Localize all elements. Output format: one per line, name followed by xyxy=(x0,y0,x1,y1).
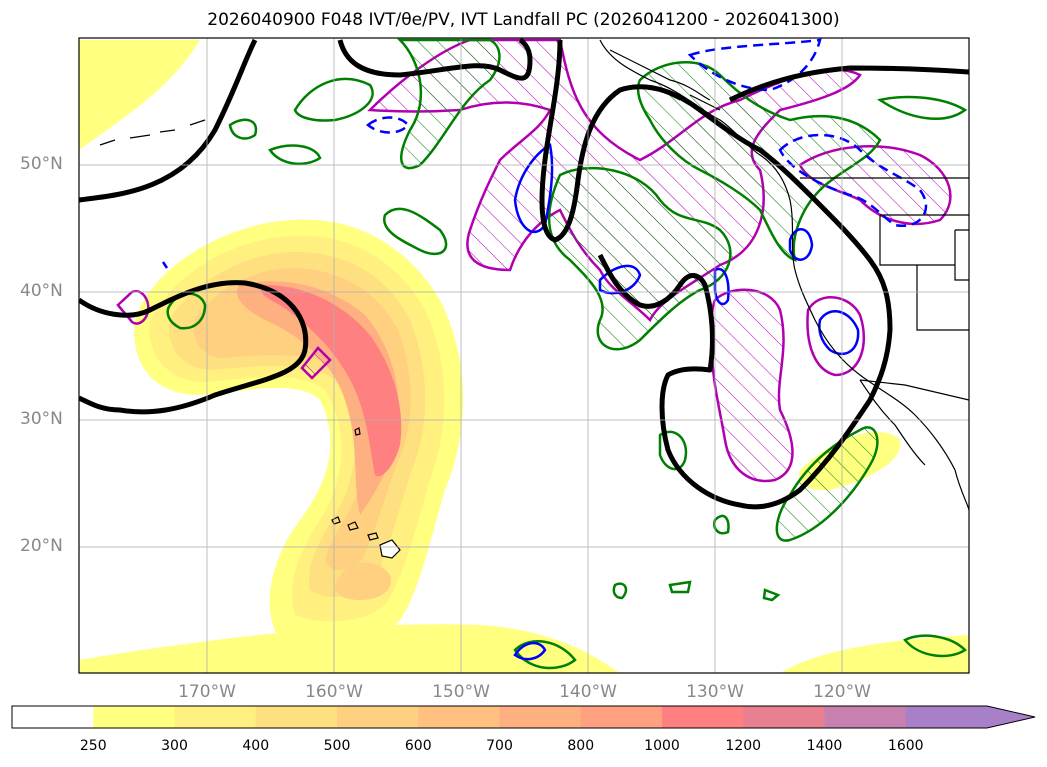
border-us-mexico xyxy=(859,379,969,401)
colorbar-tick-label: 250 xyxy=(79,738,107,754)
gridlines xyxy=(79,38,969,673)
coast-north-america xyxy=(599,39,969,511)
coast-baja xyxy=(859,379,926,466)
border-states-3 xyxy=(916,265,969,331)
green-contour-2 xyxy=(293,77,374,122)
colorbar-tick-label: 500 xyxy=(323,738,351,754)
blue-contour-10 xyxy=(161,261,169,269)
lat-label-30n: 30°N xyxy=(20,409,63,429)
colorbar-cell-extend xyxy=(905,706,1035,728)
colorbar-tick-label: 1400 xyxy=(806,738,843,754)
colorbar-tick-label: 1000 xyxy=(644,738,680,754)
colorbar-tick-label: 1200 xyxy=(725,738,762,754)
colorbar-tick-label: 800 xyxy=(567,738,595,754)
colorbar-cell xyxy=(743,706,825,728)
map-frame xyxy=(78,37,970,674)
border-states-2 xyxy=(879,215,955,266)
ivt-band-south xyxy=(334,562,391,600)
green-contour-12 xyxy=(228,118,258,140)
colorbar-cell xyxy=(93,706,175,728)
magenta-region-coast xyxy=(806,296,865,377)
hawaii-maui xyxy=(367,532,379,541)
blue-contour-7 xyxy=(598,264,642,295)
lat-label-20n: 20°N xyxy=(20,536,63,556)
colorbar xyxy=(11,705,1036,729)
colorbar-cell xyxy=(662,706,744,728)
lon-label-150w: 150°W xyxy=(432,682,490,702)
blue-contour-9 xyxy=(513,641,547,661)
green-contour-5 xyxy=(383,207,448,256)
colorbar-cell xyxy=(499,706,582,728)
green-contour-11 xyxy=(876,95,968,120)
hawaii-oahu xyxy=(347,521,359,531)
border-box-east xyxy=(954,229,969,281)
map-title: 2026040900 F048 IVT/θe/PV, IVT Landfall … xyxy=(207,10,840,30)
green-contour-15 xyxy=(668,580,692,594)
colorbar-tick-label: 700 xyxy=(486,738,513,754)
colorbar-cell xyxy=(174,706,257,728)
blue-contour-5 xyxy=(687,38,822,92)
green-contour-16 xyxy=(762,588,781,602)
colorbar-cell xyxy=(824,706,907,728)
colorbar-cell xyxy=(337,706,419,728)
lon-label-120w: 120°W xyxy=(813,682,871,702)
small-island-1 xyxy=(354,427,361,436)
colorbar-cell xyxy=(418,706,500,728)
black-contour-center xyxy=(337,38,533,81)
colorbar-cell xyxy=(255,706,338,728)
green-contour-8 xyxy=(658,430,688,471)
coastlines xyxy=(99,39,969,559)
lat-label-50n: 50°N xyxy=(20,154,63,174)
colorbar-tick-label: 600 xyxy=(404,738,432,754)
blue-contour-1 xyxy=(513,143,554,234)
colorbar-tick-label: 300 xyxy=(161,738,188,754)
colorbar-cell xyxy=(580,706,663,728)
lon-label-130w: 130°W xyxy=(686,682,744,702)
blue-contour-6 xyxy=(366,116,410,134)
ivt-band-bottom xyxy=(79,624,620,673)
blue-contour-3 xyxy=(788,228,814,261)
colorbar-tick-label: 1600 xyxy=(887,738,924,754)
black-contour-ne xyxy=(728,65,969,103)
green-contour-14 xyxy=(612,582,628,600)
ivt-band-800 xyxy=(260,285,402,477)
magenta-region-w2 xyxy=(300,346,332,380)
lon-label-140w: 140°W xyxy=(559,682,617,702)
lon-label-170w: 170°W xyxy=(178,682,236,702)
ivt-band-se xyxy=(780,635,969,673)
black-contour-trough xyxy=(539,39,893,510)
hawaii-kauai xyxy=(331,516,341,525)
lon-label-160w: 160°W xyxy=(305,682,363,702)
black-contour-w xyxy=(79,280,309,415)
colorbar-cell-under xyxy=(12,706,94,728)
colorbar-outline xyxy=(11,705,1036,729)
weather-map xyxy=(78,37,970,674)
blue-contour-4 xyxy=(818,310,860,356)
green-contour-10 xyxy=(903,634,967,658)
green-contour-13 xyxy=(268,144,322,166)
colorbar-tick-label: 400 xyxy=(242,738,270,754)
lat-label-40n: 40°N xyxy=(20,281,63,301)
ivt-shading xyxy=(79,40,969,673)
green-contour-3 xyxy=(547,166,732,351)
aleutian-islands xyxy=(99,119,206,146)
ivt-band-nw xyxy=(79,40,200,150)
hawaii-big-island xyxy=(379,539,401,559)
magenta-region-w1 xyxy=(116,289,150,325)
